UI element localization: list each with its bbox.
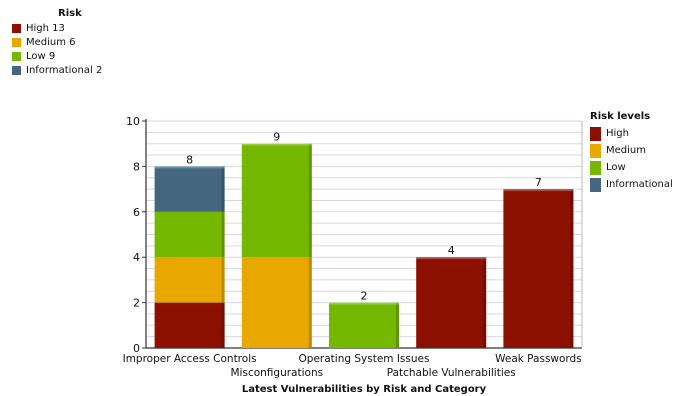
risk-levels-legend-label: Low — [606, 162, 626, 173]
bar-total-label: 4 — [448, 244, 455, 257]
bar-shade — [570, 189, 574, 348]
bar-shade — [308, 143, 312, 258]
summary-legend-label: Informational 2 — [26, 64, 103, 76]
summary-legend-item: High 13 — [12, 21, 102, 35]
summary-legend-item: Medium 6 — [12, 35, 102, 49]
bar-segment — [154, 257, 225, 303]
bar-segment — [241, 257, 312, 348]
bar-shade — [308, 257, 312, 348]
summary-legend: Risk High 13 Medium 6 Low 9 Informational 2 — [12, 8, 102, 77]
bar-segment — [154, 302, 225, 348]
y-tick-label: 4 — [133, 251, 140, 264]
category-label: Misconfigurations — [231, 367, 324, 379]
bar-segment — [503, 189, 574, 348]
bar-cap — [416, 256, 487, 260]
risk-levels-legend-item: Low — [590, 159, 673, 176]
y-tick-label: 0 — [133, 342, 140, 355]
category-label: Operating System Issues — [299, 353, 430, 365]
risk-levels-legend-swatch — [590, 126, 601, 141]
risk-levels-legend-label: Medium — [606, 145, 646, 156]
y-tick-label: 8 — [133, 160, 140, 173]
bar-shade — [396, 302, 399, 348]
summary-legend-swatch — [12, 65, 21, 75]
bar-segment — [416, 257, 487, 348]
y-tick-label: 10 — [126, 115, 140, 128]
y-tick-label: 2 — [133, 297, 140, 310]
category-label: Patchable Vulnerabilities — [387, 367, 516, 379]
bar-shade — [483, 257, 487, 348]
summary-legend-label: Low 9 — [26, 50, 56, 62]
summary-legend-swatch — [12, 23, 21, 33]
summary-legend-title: Risk — [58, 8, 82, 19]
risk-levels-legend-item: Medium — [590, 142, 673, 159]
summary-legend-label: Medium 6 — [26, 36, 76, 48]
summary-legend-item: Low 9 — [12, 49, 102, 63]
bar-segment — [154, 166, 225, 212]
bar-segment — [329, 302, 399, 348]
risk-levels-legend-swatch — [590, 160, 601, 175]
risk-levels-legend-item: Informational — [590, 176, 673, 193]
category-label: Weak Passwords — [495, 353, 582, 365]
risk-levels-legend-label: Informational — [606, 179, 673, 190]
risk-levels-legend-swatch — [590, 177, 601, 192]
chart-title: Latest Vulnerabilities by Risk and Categ… — [242, 384, 487, 395]
summary-legend-label: High 13 — [26, 22, 65, 34]
risk-levels-legend-title: Risk levels — [590, 111, 651, 122]
risk-levels-legend: Risk levels High Medium Low Informational — [590, 111, 673, 193]
y-tick-label: 6 — [133, 206, 140, 219]
summary-legend-item: Informational 2 — [12, 63, 102, 77]
bar-shade — [221, 166, 225, 212]
bar-total-label: 9 — [273, 131, 280, 144]
bar-cap — [154, 165, 225, 169]
category-label: Improper Access Controls — [123, 353, 257, 365]
risk-levels-legend-item: High — [590, 125, 673, 142]
bar-shade — [221, 302, 225, 348]
bar-segment — [241, 143, 312, 258]
bar-cap — [241, 142, 312, 146]
summary-legend-swatch — [12, 37, 21, 47]
bar-shade — [221, 257, 225, 303]
bar-segment — [154, 211, 225, 258]
bar-cap — [503, 188, 574, 192]
bar-total-label: 2 — [361, 290, 368, 303]
bar-cap — [329, 301, 399, 305]
bar-total-label: 7 — [535, 176, 542, 189]
bar-shade — [221, 211, 225, 258]
risk-levels-legend-label: High — [606, 128, 629, 139]
bar-total-label: 8 — [186, 153, 193, 166]
risk-levels-legend-swatch — [590, 143, 601, 158]
summary-legend-swatch — [12, 51, 21, 61]
